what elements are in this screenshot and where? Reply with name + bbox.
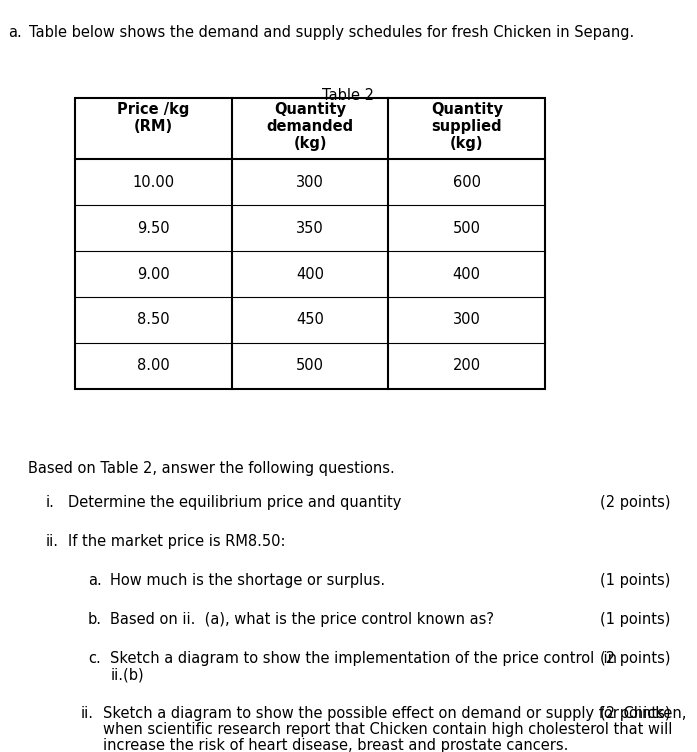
- Bar: [75, 98, 545, 389]
- Text: Table below shows the demand and supply schedules for fresh Chicken in Sepang.: Table below shows the demand and supply …: [29, 25, 634, 40]
- Text: (2 points): (2 points): [600, 706, 671, 721]
- Text: 600: 600: [453, 175, 481, 190]
- Text: Based on Table 2, answer the following questions.: Based on Table 2, answer the following q…: [28, 461, 395, 476]
- Text: (1 points): (1 points): [600, 573, 671, 588]
- Text: 9.50: 9.50: [137, 221, 170, 235]
- Text: a.: a.: [88, 573, 102, 588]
- Text: Determine the equilibrium price and quantity: Determine the equilibrium price and quan…: [68, 495, 401, 510]
- Text: 400: 400: [296, 267, 324, 281]
- Text: ii.: ii.: [45, 534, 59, 549]
- Text: when scientific research report that Chicken contain high cholesterol that will: when scientific research report that Chi…: [103, 722, 673, 737]
- Text: c.: c.: [88, 651, 100, 666]
- Text: 500: 500: [453, 221, 481, 235]
- Text: Table 2: Table 2: [323, 88, 374, 103]
- Text: 8.00: 8.00: [137, 359, 170, 373]
- Text: ii.(b): ii.(b): [110, 667, 144, 682]
- Text: a.: a.: [8, 25, 22, 40]
- Text: Sketch a diagram to show the possible effect on demand or supply for Chicken,: Sketch a diagram to show the possible ef…: [103, 706, 687, 721]
- Text: If the market price is RM8.50:: If the market price is RM8.50:: [68, 534, 286, 549]
- Text: Price /kg
(RM): Price /kg (RM): [117, 102, 190, 134]
- Text: 450: 450: [296, 313, 324, 327]
- Text: 300: 300: [296, 175, 324, 190]
- Text: (2 points): (2 points): [600, 495, 671, 510]
- Text: Quantity
supplied
(kg): Quantity supplied (kg): [431, 102, 503, 151]
- Text: Quantity
demanded
(kg): Quantity demanded (kg): [267, 102, 354, 151]
- Text: 9.00: 9.00: [137, 267, 170, 281]
- Text: (2 points): (2 points): [600, 651, 671, 666]
- Text: 400: 400: [453, 267, 481, 281]
- Text: 500: 500: [296, 359, 324, 373]
- Text: (1 points): (1 points): [600, 612, 671, 627]
- Text: 300: 300: [453, 313, 481, 327]
- Text: 8.50: 8.50: [137, 313, 170, 327]
- Text: 200: 200: [452, 359, 481, 373]
- Text: 10.00: 10.00: [132, 175, 175, 190]
- Text: How much is the shortage or surplus.: How much is the shortage or surplus.: [110, 573, 385, 588]
- Text: increase the risk of heart disease, breast and prostate cancers.: increase the risk of heart disease, brea…: [103, 738, 569, 752]
- Text: b.: b.: [88, 612, 102, 627]
- Text: Sketch a diagram to show the implementation of the price control  in: Sketch a diagram to show the implementat…: [110, 651, 617, 666]
- Text: ii.: ii.: [80, 706, 93, 721]
- Text: Based on ii.  (a), what is the price control known as?: Based on ii. (a), what is the price cont…: [110, 612, 494, 627]
- Text: i.: i.: [45, 495, 54, 510]
- Text: 350: 350: [296, 221, 324, 235]
